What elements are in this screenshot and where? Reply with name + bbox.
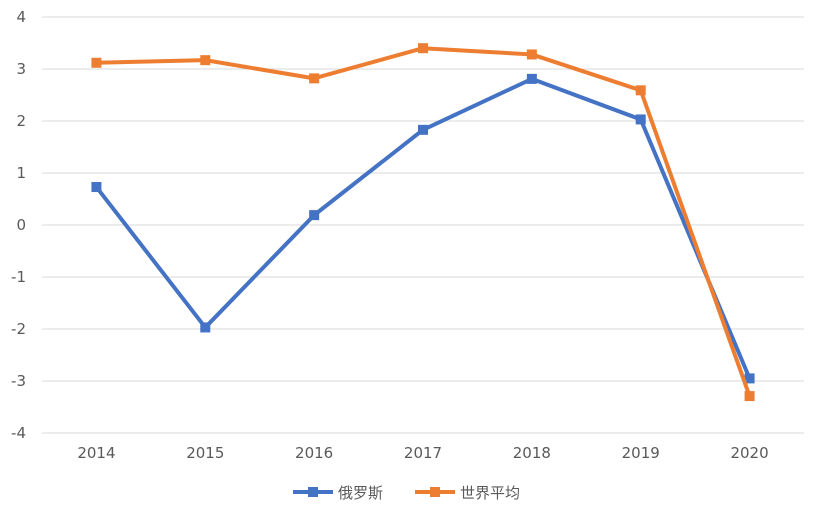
legend-item: 俄罗斯 (293, 484, 383, 502)
y-tick-label: 1 (16, 164, 26, 182)
legend-marker-swatch (308, 487, 318, 497)
series-layer (91, 43, 755, 402)
legend-item: 世界平均 (415, 484, 520, 502)
x-tick-label: 2017 (404, 444, 442, 462)
data-point-marker (91, 182, 102, 193)
y-tick-label: 3 (16, 60, 26, 78)
y-tick-label: -2 (11, 320, 26, 338)
legend-marker-swatch (430, 487, 440, 497)
legend: 俄罗斯 世界平均 (293, 484, 520, 502)
y-tick-label: -1 (11, 268, 26, 286)
legend-label: 俄罗斯 (338, 484, 383, 502)
data-point-marker (418, 43, 428, 54)
y-tick-label: 2 (16, 112, 26, 130)
data-point-marker (526, 49, 537, 60)
y-axis-tick-labels: 4 3 2 1 0 -1 -2 -3 -4 (11, 8, 26, 442)
series-group (91, 43, 755, 402)
data-point-marker (418, 124, 428, 135)
x-tick-label: 2016 (295, 444, 333, 462)
data-point-marker (200, 322, 211, 333)
data-point-marker (309, 73, 320, 84)
data-point-marker (744, 373, 755, 384)
data-point-marker (526, 73, 537, 84)
x-tick-label: 2020 (730, 444, 768, 462)
series-group (91, 73, 755, 384)
y-tick-label: -4 (11, 424, 26, 442)
x-tick-label: 2015 (186, 444, 224, 462)
data-point-marker (200, 55, 211, 66)
data-point-marker (744, 391, 755, 402)
gridlines (42, 16, 804, 434)
y-tick-label: -3 (11, 372, 26, 390)
series-line (94, 46, 752, 399)
x-axis-tick-labels: 2014 2015 2016 2017 2018 2019 2020 (77, 444, 768, 462)
data-point-marker (91, 57, 102, 68)
data-point-marker (635, 85, 646, 96)
y-tick-label: 4 (16, 8, 26, 26)
y-tick-label: 0 (16, 216, 26, 234)
data-point-marker (309, 210, 320, 221)
x-tick-label: 2018 (513, 444, 551, 462)
x-tick-label: 2019 (622, 444, 660, 462)
data-point-marker (635, 114, 646, 125)
x-tick-label: 2014 (77, 444, 115, 462)
legend-label: 世界平均 (460, 484, 520, 502)
